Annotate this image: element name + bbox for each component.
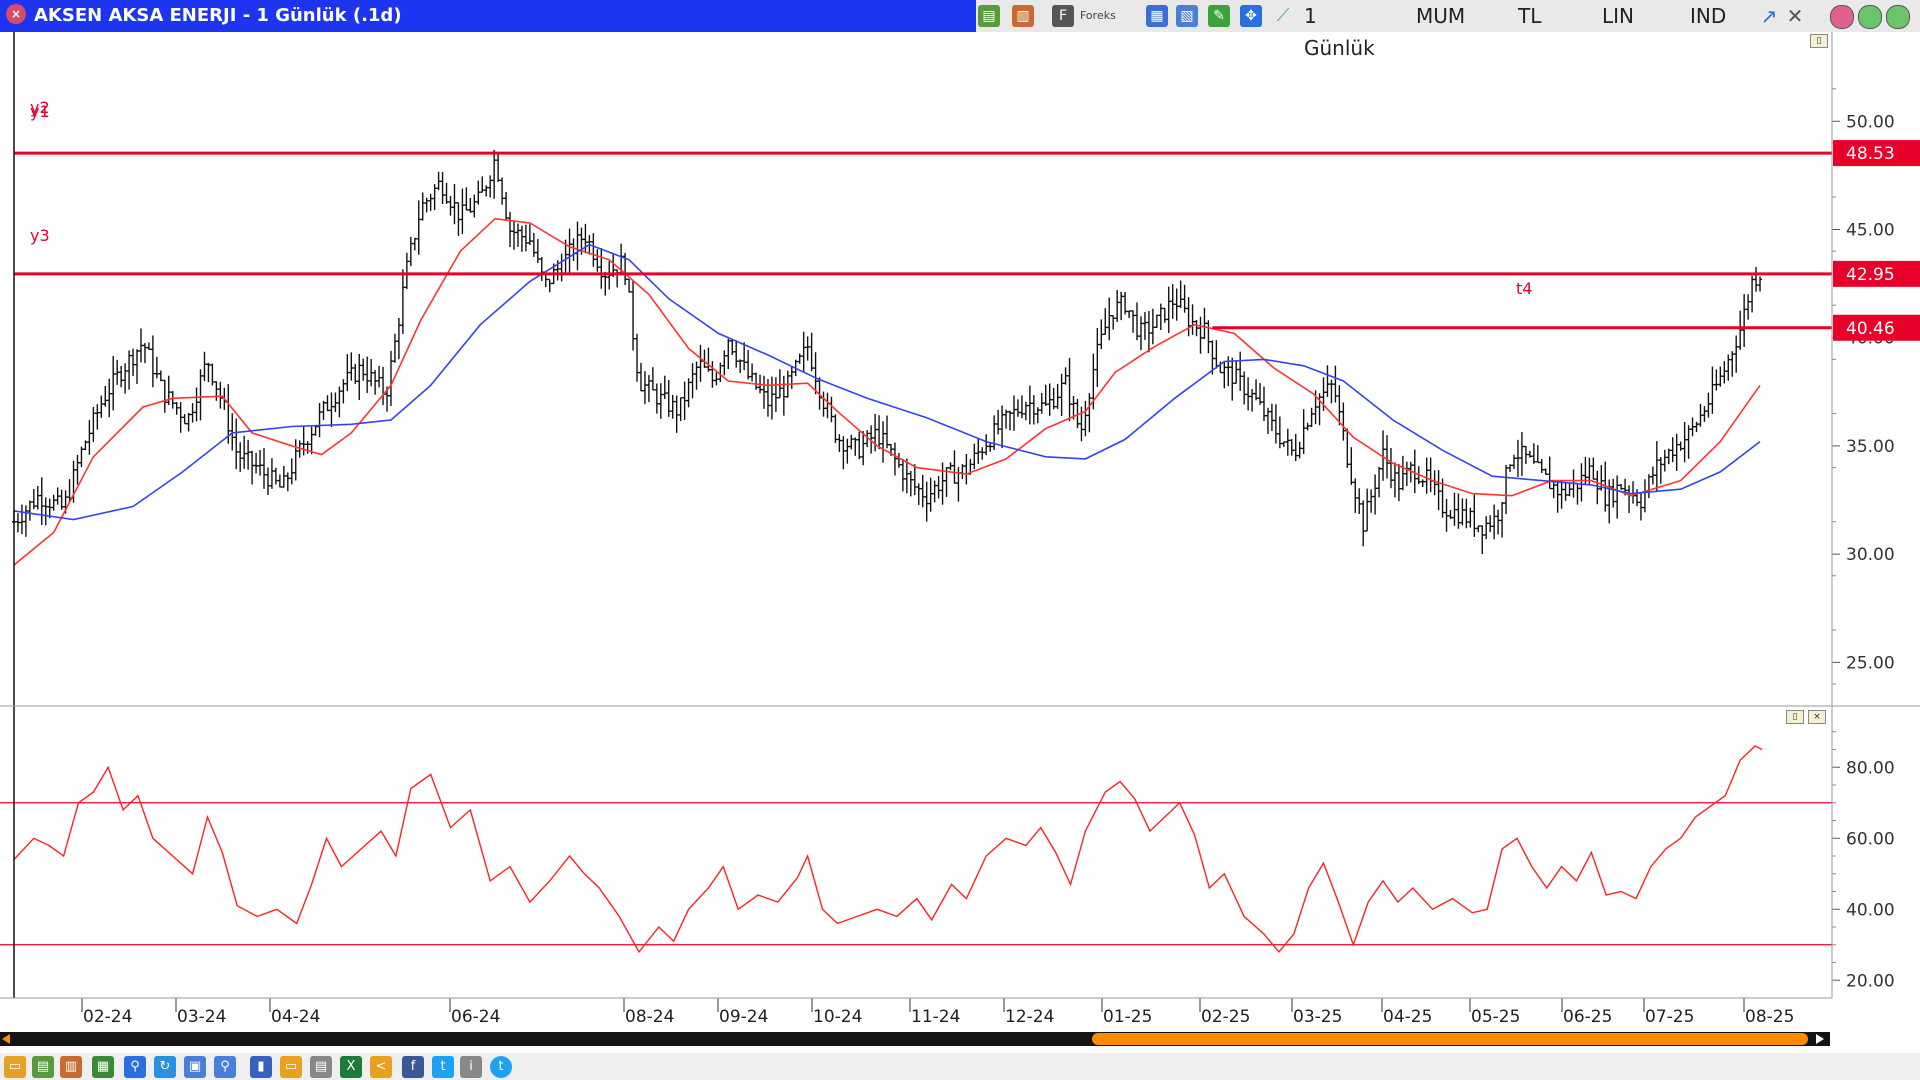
- panel-restore-button[interactable]: ▯: [1810, 34, 1828, 48]
- rsi-tick-label: 40.00: [1846, 900, 1895, 920]
- horizontal-scrollbar[interactable]: [0, 1032, 1830, 1046]
- minimize-icon[interactable]: [1830, 5, 1854, 29]
- date-tick-label: 02-24: [83, 1007, 132, 1027]
- rsi-tick-label: 80.00: [1846, 758, 1895, 778]
- date-tick-label: 06-25: [1563, 1007, 1612, 1027]
- share-icon[interactable]: <: [370, 1056, 392, 1078]
- tools-icon[interactable]: ✕: [1786, 4, 1804, 28]
- zoom-icon[interactable]: ⚲: [124, 1056, 146, 1078]
- chart-style-selector[interactable]: MUM: [1416, 4, 1466, 28]
- date-tick-label: 03-24: [177, 1007, 226, 1027]
- search-icon[interactable]: ⚲: [214, 1056, 236, 1078]
- close-chart-icon[interactable]: ×: [6, 4, 26, 24]
- date-tick-label: 12-24: [1005, 1007, 1054, 1027]
- date-tick-label: 05-25: [1471, 1007, 1520, 1027]
- close-icon[interactable]: [1886, 5, 1910, 29]
- rsi-panel-restore-button[interactable]: ▯: [1786, 710, 1804, 724]
- folder-icon-2[interactable]: ▭: [280, 1056, 302, 1078]
- twitter-icon[interactable]: t: [432, 1056, 454, 1078]
- rsi-tick-label: 20.00: [1846, 971, 1895, 991]
- info-icon[interactable]: i: [460, 1056, 482, 1078]
- database-icon[interactable]: ▮: [250, 1056, 272, 1078]
- price-tag-y3: [1833, 260, 1920, 287]
- arrow-icon[interactable]: ↗: [1760, 4, 1778, 28]
- date-tick-label: 08-24: [625, 1007, 674, 1027]
- crosshair-icon[interactable]: ✥: [1240, 5, 1262, 27]
- date-tick-label: 01-25: [1103, 1007, 1152, 1027]
- window-title-bar: × AKSEN AKSA ENERJI - 1 Günlük (.1d): [0, 0, 976, 32]
- date-tick-label: 09-24: [719, 1007, 768, 1027]
- rsi-tick-label: 60.00: [1846, 829, 1895, 849]
- price-tick-label: 45.00: [1846, 220, 1895, 240]
- date-axis: 02-24 03-24 04-24 06-24 08-24 09-24 10-24 11-24…: [81, 998, 1794, 1027]
- scroll-thumb[interactable]: [1092, 1033, 1808, 1045]
- scale-selector[interactable]: LIN: [1602, 4, 1635, 28]
- currency-selector[interactable]: TL: [1518, 4, 1542, 28]
- date-tick-label: 11-24: [911, 1007, 960, 1027]
- scroll-right-icon[interactable]: [1816, 1034, 1824, 1044]
- folder-icon[interactable]: ▭: [4, 1056, 26, 1078]
- date-tick-label: 04-24: [271, 1007, 320, 1027]
- price-tag-t4: [1833, 314, 1920, 341]
- grid-icon[interactable]: ▦: [1146, 5, 1168, 27]
- price-tick-label: 50.00: [1846, 112, 1895, 132]
- price-tick-label: 25.00: [1846, 653, 1895, 673]
- annotation-y1: y1: [30, 102, 50, 121]
- annotation-y3: y3: [30, 226, 50, 245]
- pencil-icon[interactable]: ✎: [1208, 5, 1230, 27]
- scroll-left-icon[interactable]: [2, 1034, 10, 1044]
- price-panel: 50.0045.0040.0035.0030.0025.0048.5342.95…: [12, 88, 1920, 685]
- ma-fast-line: [13, 217, 1761, 566]
- refresh-icon[interactable]: ↻: [154, 1056, 176, 1078]
- price-tag-label-y2: 48.53: [1846, 144, 1895, 164]
- title-bar: × AKSEN AKSA ENERJI - 1 Günlük (.1d) ▤ ▥ …: [0, 0, 1920, 60]
- date-tick-label: 03-25: [1293, 1007, 1342, 1027]
- date-tick-label: 07-25: [1645, 1007, 1694, 1027]
- layout-icon[interactable]: ▧: [1176, 5, 1198, 27]
- line-icon[interactable]: ⟋: [1276, 5, 1290, 26]
- rsi-panel-close-button[interactable]: ×: [1808, 710, 1826, 724]
- bars-icon[interactable]: ▥: [1012, 5, 1034, 27]
- date-tick-label: 08-25: [1745, 1007, 1794, 1027]
- brand-label: Foreks: [1080, 9, 1116, 22]
- price-tag-label-y3: 42.95: [1846, 265, 1895, 285]
- t-icon[interactable]: t: [490, 1056, 512, 1078]
- chart-icon[interactable]: ▤: [978, 5, 1000, 27]
- period-selector[interactable]: 1 Günlük: [1304, 4, 1375, 60]
- restore-icon[interactable]: [1858, 5, 1882, 29]
- bottom-toolbar: ▭ ▤ ▥ ▦ ⚲ ↻ ▣ ⚲ ▮ ▭ ▤ X < f t i t: [0, 1053, 1920, 1080]
- price-tick-label: 30.00: [1846, 545, 1895, 565]
- chart-canvas[interactable]: 50.00 45.00 40.00 35.00 30.00 25.00 48.53 42.95…: [0, 32, 1920, 1062]
- date-tick-label: 04-25: [1383, 1007, 1432, 1027]
- mode-selector[interactable]: IND: [1690, 4, 1727, 28]
- date-tick-label: 10-24: [813, 1007, 862, 1027]
- date-tick-label: 02-25: [1201, 1007, 1250, 1027]
- price-tick-label: 35.00: [1846, 437, 1895, 457]
- chart-icon[interactable]: ▤: [32, 1056, 54, 1078]
- rsi-line: [13, 745, 1763, 954]
- annotation-t4: t4: [1516, 279, 1532, 298]
- annotation-y2: y2: [30, 98, 50, 117]
- foreks-logo-icon[interactable]: F: [1052, 5, 1074, 27]
- window-title: AKSEN AKSA ENERJI - 1 Günlük (.1d): [34, 5, 402, 26]
- bars-icon[interactable]: ▥: [60, 1056, 82, 1078]
- date-tick-label: 06-24: [451, 1007, 500, 1027]
- save-icon[interactable]: ▣: [184, 1056, 206, 1078]
- facebook-icon[interactable]: f: [402, 1056, 424, 1078]
- price-tag-y2: [1833, 140, 1920, 167]
- price-tag-label-t4: 40.46: [1846, 319, 1895, 339]
- print-icon[interactable]: ▤: [310, 1056, 332, 1078]
- excel-icon[interactable]: X: [340, 1056, 362, 1078]
- rsi-panel: 80.00 60.00 40.00 20.00: [0, 731, 1895, 991]
- ma-slow-line: [13, 243, 1761, 521]
- layers-icon[interactable]: ▦: [92, 1056, 114, 1078]
